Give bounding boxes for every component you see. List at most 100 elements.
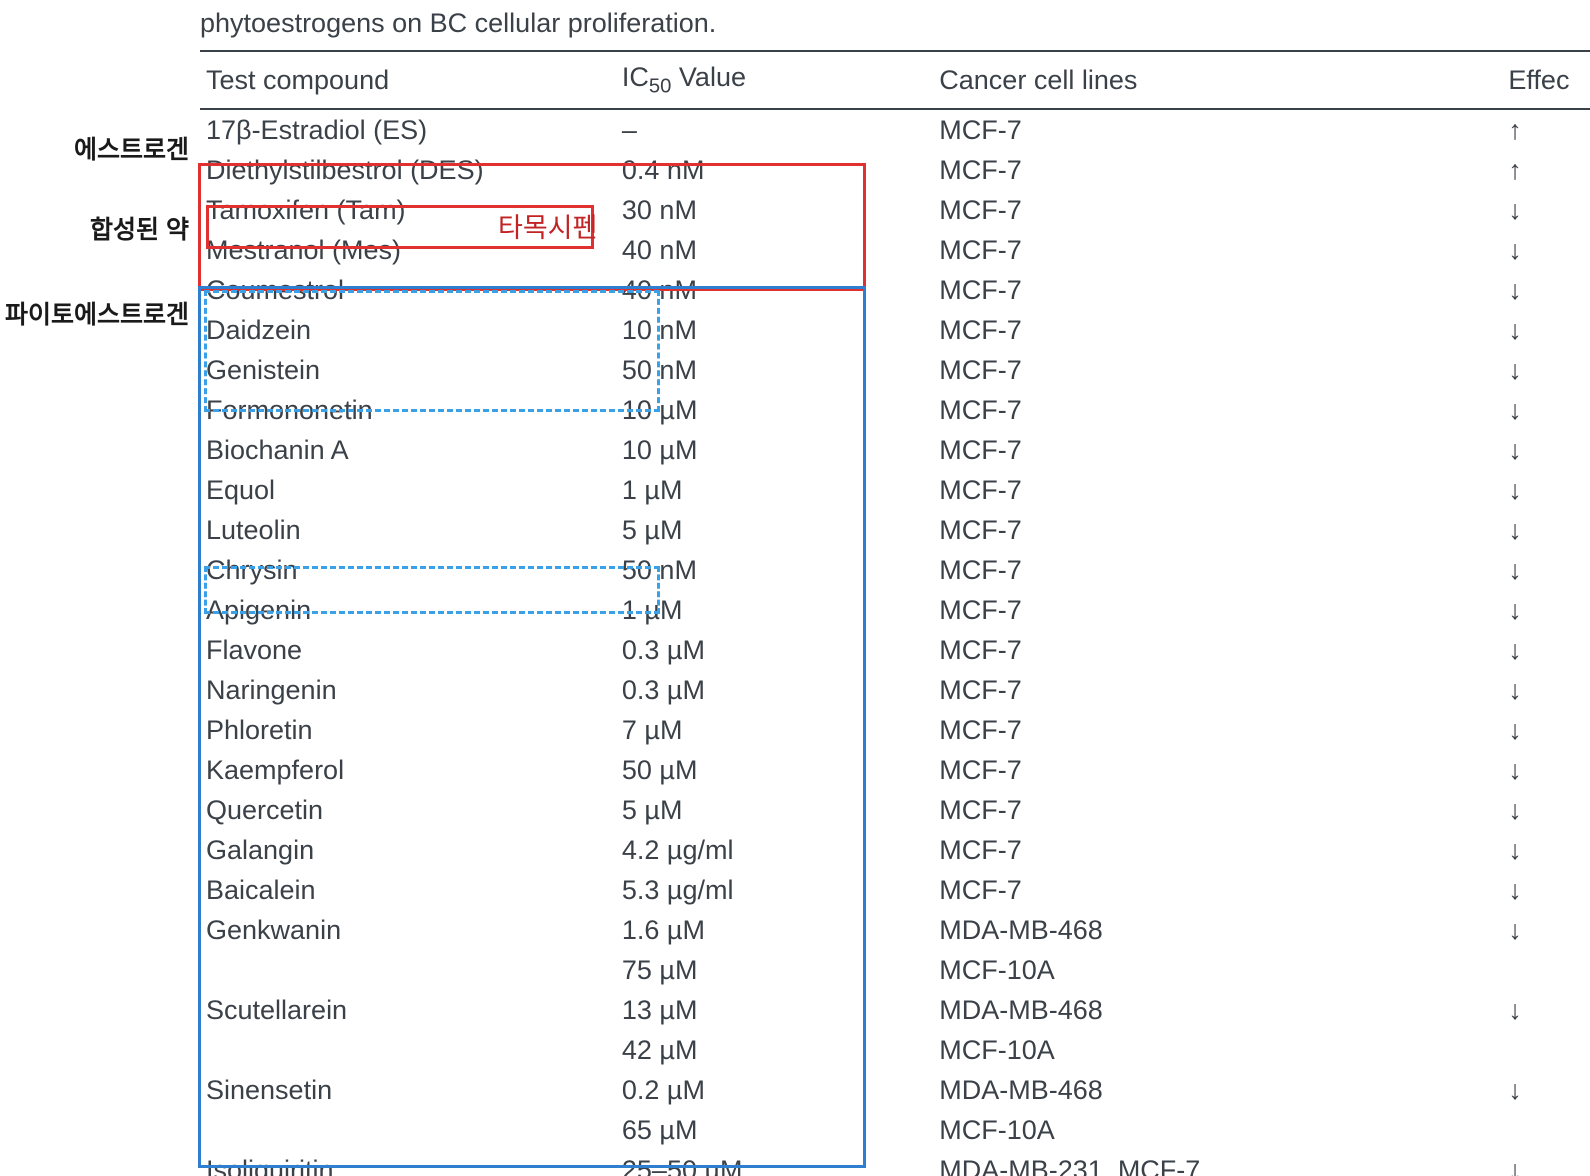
cellline-cell: MCF-10A <box>933 1030 1502 1070</box>
compound-cell: Apigenin <box>200 590 616 630</box>
effect-cell: ↓ <box>1502 310 1590 350</box>
cellline-cell: MCF-7 <box>933 790 1502 830</box>
ic50-cell: 0.4 nM <box>616 150 933 190</box>
effect-cell: ↓ <box>1502 910 1590 950</box>
table-row: Diethylstilbestrol (DES)0.4 nMMCF-7↑ <box>200 150 1590 190</box>
cellline-cell: MCF-7 <box>933 430 1502 470</box>
table-row: 65 µMMCF-10A <box>200 1110 1590 1150</box>
cellline-cell: MDA-MB-231, MCF-7 <box>933 1150 1502 1176</box>
effect-cell: ↓ <box>1502 750 1590 790</box>
ic50-cell: 10 µM <box>616 390 933 430</box>
effect-cell: ↓ <box>1502 270 1590 310</box>
table-row: Isoliquiritin25–50 µMMDA-MB-231, MCF-7↓ <box>200 1150 1590 1176</box>
compound-cell: Naringenin <box>200 670 616 710</box>
table-row: Mestranol (Mes)40 nMMCF-7↓ <box>200 230 1590 270</box>
ic50-cell: 7 µM <box>616 710 933 750</box>
effect-cell: ↓ <box>1502 510 1590 550</box>
effect-cell: ↓ <box>1502 470 1590 510</box>
tamoxifen-korean-annotation: 타목시펜 <box>498 206 597 245</box>
compound-cell: Equol <box>200 470 616 510</box>
cellline-cell: MCF-7 <box>933 590 1502 630</box>
effect-cell: ↓ <box>1502 550 1590 590</box>
effect-cell: ↓ <box>1502 230 1590 270</box>
ic50-cell: 50 nM <box>616 350 933 390</box>
col-ic50: IC50 Value <box>616 51 933 109</box>
effect-cell: ↓ <box>1502 190 1590 230</box>
table-row: Formononetin10 µMMCF-7↓ <box>200 390 1590 430</box>
ic50-cell: 13 µM <box>616 990 933 1030</box>
effect-cell: ↓ <box>1502 350 1590 390</box>
side-label: 에스트로겐 <box>74 130 189 166</box>
cellline-cell: MCF-7 <box>933 350 1502 390</box>
ic50-cell: 0.3 µM <box>616 630 933 670</box>
table-row: 75 µMMCF-10A <box>200 950 1590 990</box>
cellline-cell: MDA-MB-468 <box>933 990 1502 1030</box>
table-row: 42 µMMCF-10A <box>200 1030 1590 1070</box>
table-row: Sinensetin0.2 µMMDA-MB-468↓ <box>200 1070 1590 1110</box>
compound-cell: Coumestrol <box>200 270 616 310</box>
cellline-cell: MCF-7 <box>933 270 1502 310</box>
compound-cell: Galangin <box>200 830 616 870</box>
table-row: Naringenin0.3 µMMCF-7↓ <box>200 670 1590 710</box>
data-table: Test compound IC50 Value Cancer cell lin… <box>200 50 1590 1176</box>
cellline-cell: MCF-10A <box>933 950 1502 990</box>
table-row: Daidzein10 nMMCF-7↓ <box>200 310 1590 350</box>
compound-cell: Formononetin <box>200 390 616 430</box>
cellline-cell: MDA-MB-468 <box>933 910 1502 950</box>
ic50-cell: 5 µM <box>616 510 933 550</box>
compound-cell: Genistein <box>200 350 616 390</box>
table-body: 17β-Estradiol (ES)–MCF-7↑Diethylstilbest… <box>200 109 1590 1176</box>
compound-cell: Diethylstilbestrol (DES) <box>200 150 616 190</box>
table-row: Chrysin50 nMMCF-7↓ <box>200 550 1590 590</box>
compound-cell <box>200 950 616 990</box>
compound-cell: Phloretin <box>200 710 616 750</box>
cellline-cell: MCF-7 <box>933 150 1502 190</box>
col-effect: Effec <box>1502 51 1590 109</box>
compound-cell: Luteolin <box>200 510 616 550</box>
effect-cell: ↓ <box>1502 1070 1590 1110</box>
table-row: Luteolin5 µMMCF-7↓ <box>200 510 1590 550</box>
cellline-cell: MCF-7 <box>933 710 1502 750</box>
compound-cell <box>200 1030 616 1070</box>
cellline-cell: MCF-7 <box>933 510 1502 550</box>
effect-cell: ↓ <box>1502 990 1590 1030</box>
cellline-cell: MCF-7 <box>933 630 1502 670</box>
cellline-cell: MCF-10A <box>933 1110 1502 1150</box>
compound-cell <box>200 1110 616 1150</box>
effect-cell: ↓ <box>1502 430 1590 470</box>
ic50-cell: 5 µM <box>616 790 933 830</box>
ic50-cell: 50 nM <box>616 550 933 590</box>
cellline-cell: MCF-7 <box>933 670 1502 710</box>
ic50-cell: 50 µM <box>616 750 933 790</box>
table-row: Baicalein5.3 µg/mlMCF-7↓ <box>200 870 1590 910</box>
cellline-cell: MCF-7 <box>933 390 1502 430</box>
ic50-cell: 0.3 µM <box>616 670 933 710</box>
table-row: Coumestrol40 nMMCF-7↓ <box>200 270 1590 310</box>
effect-cell: ↑ <box>1502 150 1590 190</box>
cellline-cell: MCF-7 <box>933 230 1502 270</box>
col-celllines: Cancer cell lines <box>933 51 1502 109</box>
compound-cell: 17β-Estradiol (ES) <box>200 109 616 150</box>
effect-cell: ↓ <box>1502 710 1590 750</box>
ic50-cell: 1 µM <box>616 590 933 630</box>
effect-cell: ↓ <box>1502 670 1590 710</box>
table-row: Genkwanin1.6 µMMDA-MB-468↓ <box>200 910 1590 950</box>
ic50-cell: 65 µM <box>616 1110 933 1150</box>
effect-cell: ↓ <box>1502 1150 1590 1176</box>
header-row: Test compound IC50 Value Cancer cell lin… <box>200 51 1590 109</box>
side-label: 합성된 약 <box>90 210 189 246</box>
table-row: Galangin4.2 µg/mlMCF-7↓ <box>200 830 1590 870</box>
cellline-cell: MCF-7 <box>933 550 1502 590</box>
ic50-cell: – <box>616 109 933 150</box>
compound-cell: Scutellarein <box>200 990 616 1030</box>
ic50-cell: 75 µM <box>616 950 933 990</box>
ic50-cell: 5.3 µg/ml <box>616 870 933 910</box>
page: phytoestrogens on BC cellular proliferat… <box>0 0 1590 1176</box>
ic50-cell: 40 nM <box>616 230 933 270</box>
compound-cell: Daidzein <box>200 310 616 350</box>
table-row: Equol1 µMMCF-7↓ <box>200 470 1590 510</box>
effect-cell <box>1502 950 1590 990</box>
table-row: Apigenin1 µMMCF-7↓ <box>200 590 1590 630</box>
table-caption: phytoestrogens on BC cellular proliferat… <box>200 8 716 39</box>
ic50-cell: 10 µM <box>616 430 933 470</box>
